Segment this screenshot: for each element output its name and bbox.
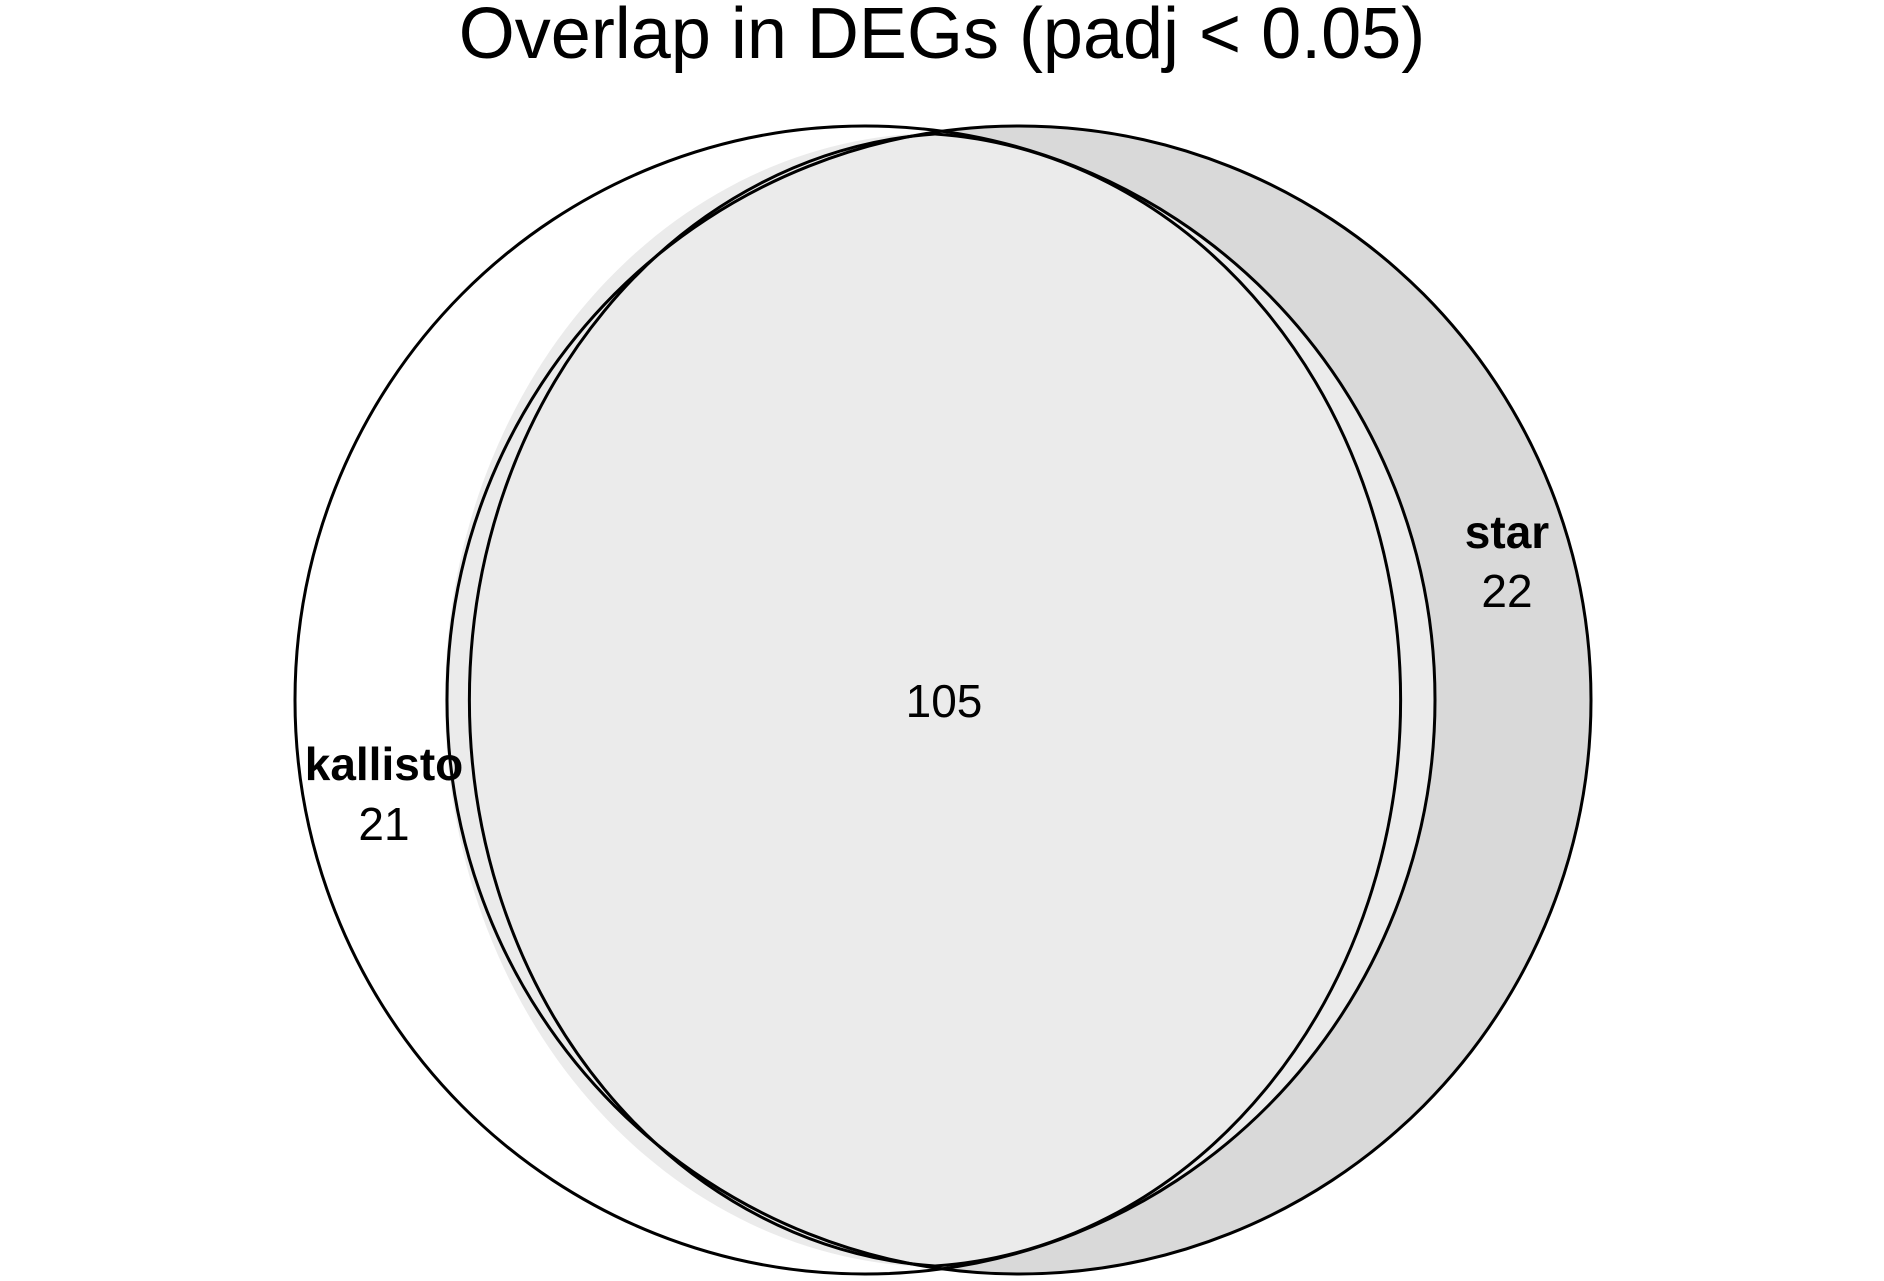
- kallisto-only-count: 21: [358, 798, 409, 850]
- intersection-count: 105: [906, 675, 983, 727]
- star-circle-outline: [445, 124, 1593, 1276]
- star-set-label: star: [1465, 506, 1549, 558]
- intersection-region: [445, 133, 1435, 1267]
- kallisto-set-label: kallisto: [305, 738, 464, 790]
- chart-title: Overlap in DEGs (padj < 0.05): [459, 0, 1425, 74]
- star-only-count: 22: [1481, 565, 1532, 617]
- intersection-inner-arc-right: [934, 132, 1403, 1268]
- intersection-inner-arc-left: [467, 132, 936, 1268]
- kallisto-circle-outline: [293, 124, 1437, 1276]
